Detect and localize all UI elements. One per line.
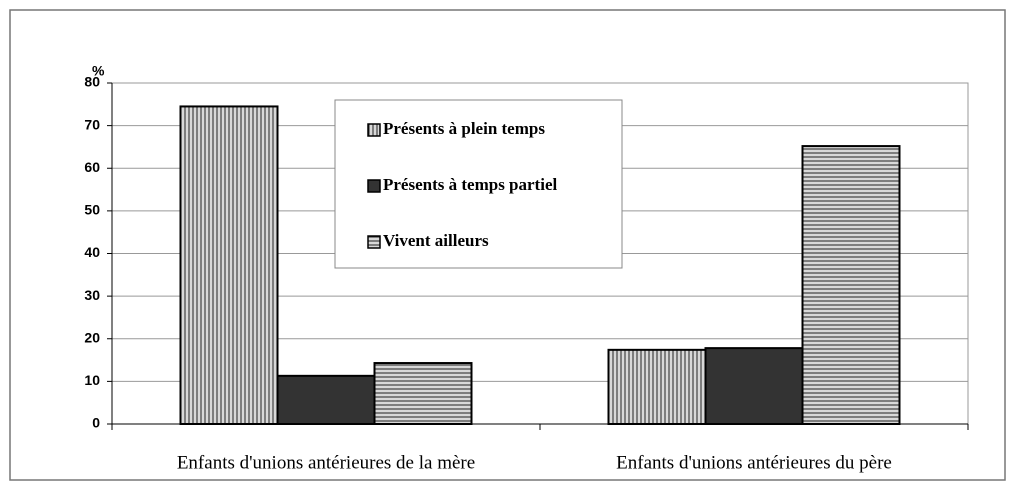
legend-swatch — [367, 123, 381, 137]
y-tick-label: 60 — [84, 159, 100, 175]
bar — [607, 348, 707, 425]
y-tick-label: 20 — [84, 329, 100, 345]
y-axis-label: % — [92, 63, 105, 79]
legend-swatch — [367, 179, 381, 193]
bar — [179, 105, 279, 425]
y-tick-label: 30 — [84, 287, 100, 303]
y-tick-label: 70 — [84, 116, 100, 132]
bar — [704, 347, 804, 425]
x-tick-label: Enfants d'unions antérieures du père — [616, 452, 892, 473]
x-tick-label: Enfants d'unions antérieures de la mère — [177, 452, 475, 473]
y-tick-label: 10 — [84, 372, 100, 388]
y-tick-label: 0 — [92, 415, 100, 431]
y-tick-label: 40 — [84, 244, 100, 260]
legend-swatch — [367, 235, 381, 249]
y-tick-label: 80 — [84, 74, 100, 90]
legend — [334, 99, 623, 269]
legend-label: Vivent ailleurs — [383, 231, 489, 250]
y-tick-label: 50 — [84, 202, 100, 218]
legend-label: Présents à temps partiel — [383, 175, 557, 194]
bar — [801, 145, 901, 426]
bar — [276, 374, 376, 425]
legend-label: Présents à plein temps — [383, 119, 545, 138]
bar — [373, 362, 473, 426]
